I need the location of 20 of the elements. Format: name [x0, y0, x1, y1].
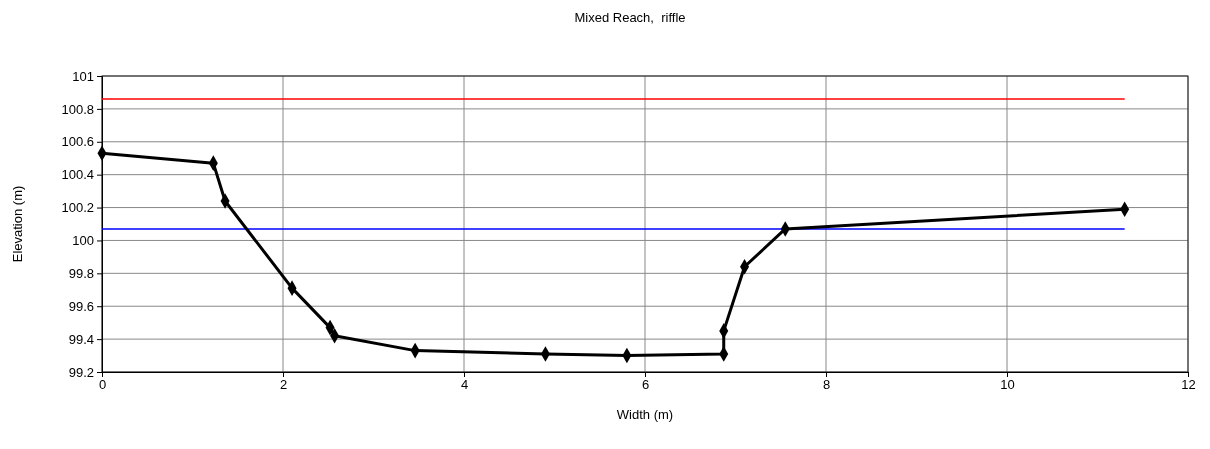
x-tick-label: 4 — [460, 377, 469, 393]
y-tick-label: 99.6 — [68, 298, 94, 314]
y-tick-label: 101 — [72, 68, 94, 84]
x-tick-label: 6 — [641, 377, 650, 393]
chart-title: Mixed Reach, riffle — [574, 10, 686, 25]
y-tick-label: 100.4 — [61, 167, 94, 183]
y-tick-label: 99.4 — [68, 331, 94, 347]
y-tick-label: 99.8 — [68, 265, 94, 281]
y-tick-label: 100.6 — [61, 134, 94, 150]
y-axis-title: Elevation (m) — [10, 185, 25, 263]
x-axis-title: Width (m) — [616, 407, 674, 422]
x-tick-label: 0 — [98, 377, 107, 393]
x-tick-label: 8 — [822, 377, 831, 393]
y-tick-label: 99.2 — [68, 364, 94, 380]
y-tick-label: 100.2 — [61, 200, 94, 216]
x-tick-label: 12 — [1181, 377, 1196, 393]
x-tick-label: 10 — [1000, 377, 1015, 393]
x-tick-label: 2 — [279, 377, 288, 393]
y-tick-label: 100.8 — [61, 101, 94, 117]
y-tick-label: 100 — [72, 233, 94, 249]
